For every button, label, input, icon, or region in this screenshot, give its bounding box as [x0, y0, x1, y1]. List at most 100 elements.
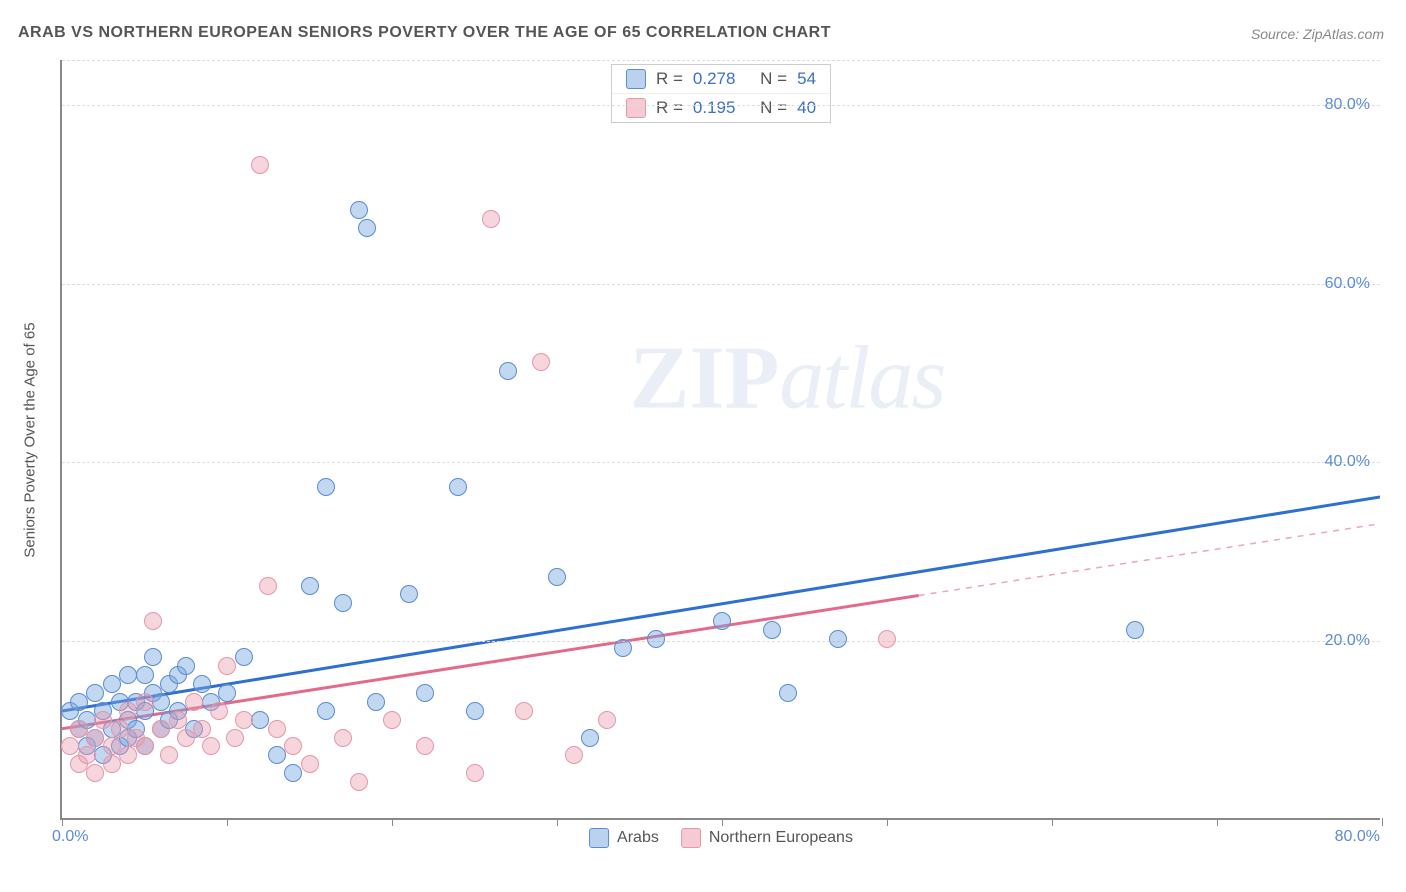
r-value-northern-europeans: 0.195 — [693, 98, 736, 118]
data-point — [548, 568, 566, 586]
correlation-legend: R = 0.278 N = 54 R = 0.195 N = 40 — [611, 64, 831, 123]
data-point — [94, 711, 112, 729]
data-point — [383, 711, 401, 729]
data-point — [565, 746, 583, 764]
data-point — [350, 773, 368, 791]
source-attribution: Source: ZipAtlas.com — [1251, 26, 1384, 42]
y-tick-label: 40.0% — [1325, 453, 1370, 471]
data-point — [86, 729, 104, 747]
data-point — [152, 720, 170, 738]
gridline — [62, 641, 1380, 642]
data-point — [301, 577, 319, 595]
watermark: ZIPatlas — [629, 327, 944, 430]
data-point — [1126, 621, 1144, 639]
data-point — [259, 577, 277, 595]
swatch-northern-europeans — [681, 828, 701, 848]
data-point — [416, 737, 434, 755]
y-tick-label: 80.0% — [1325, 96, 1370, 114]
data-point — [86, 684, 104, 702]
data-point — [177, 729, 195, 747]
chart-title: ARAB VS NORTHERN EUROPEAN SENIORS POVERT… — [18, 24, 831, 42]
data-point — [144, 648, 162, 666]
data-point — [177, 657, 195, 675]
x-tick — [392, 818, 393, 826]
data-point — [103, 737, 121, 755]
data-point — [152, 693, 170, 711]
trend-line — [62, 497, 1380, 711]
data-point — [136, 693, 154, 711]
data-point — [111, 720, 129, 738]
data-point — [251, 156, 269, 174]
data-point — [515, 702, 533, 720]
data-point — [210, 702, 228, 720]
data-point — [350, 201, 368, 219]
data-point — [119, 746, 137, 764]
data-point — [218, 657, 236, 675]
swatch-arabs — [626, 69, 646, 89]
n-value-arabs: 54 — [797, 69, 816, 89]
gridline — [62, 60, 1380, 61]
data-point — [301, 755, 319, 773]
data-point — [268, 746, 286, 764]
legend-item-arabs: Arabs — [589, 828, 659, 848]
y-tick-label: 20.0% — [1325, 632, 1370, 650]
data-point — [284, 764, 302, 782]
data-point — [416, 684, 434, 702]
data-point — [70, 720, 88, 738]
swatch-arabs — [589, 828, 609, 848]
data-point — [466, 764, 484, 782]
data-point — [317, 478, 335, 496]
data-point — [169, 711, 187, 729]
data-point — [235, 711, 253, 729]
x-tick — [887, 818, 888, 826]
x-tick — [722, 818, 723, 826]
data-point — [449, 478, 467, 496]
data-point — [103, 755, 121, 773]
data-point — [647, 630, 665, 648]
data-point — [251, 711, 269, 729]
data-point — [532, 353, 550, 371]
x-tick — [227, 818, 228, 826]
data-point — [779, 684, 797, 702]
data-point — [193, 720, 211, 738]
data-point — [499, 362, 517, 380]
data-point — [61, 737, 79, 755]
r-value-arabs: 0.278 — [693, 69, 736, 89]
trend-line-extrapolated — [919, 524, 1380, 596]
data-point — [466, 702, 484, 720]
x-tick — [1382, 818, 1383, 826]
data-point — [78, 746, 96, 764]
x-tick — [557, 818, 558, 826]
x-axis-origin-label: 0.0% — [52, 828, 88, 846]
data-point — [581, 729, 599, 747]
legend-row-arabs: R = 0.278 N = 54 — [612, 65, 830, 93]
data-point — [119, 666, 137, 684]
data-point — [160, 746, 178, 764]
legend-label-arabs: Arabs — [617, 829, 659, 847]
data-point — [317, 702, 335, 720]
data-point — [144, 612, 162, 630]
data-point — [218, 684, 236, 702]
x-tick — [1217, 818, 1218, 826]
data-point — [226, 729, 244, 747]
data-point — [482, 210, 500, 228]
data-point — [136, 737, 154, 755]
swatch-northern-europeans — [626, 98, 646, 118]
data-point — [829, 630, 847, 648]
data-point — [598, 711, 616, 729]
data-point — [358, 219, 376, 237]
data-point — [400, 585, 418, 603]
data-point — [202, 737, 220, 755]
data-point — [878, 630, 896, 648]
n-value-northern-europeans: 40 — [797, 98, 816, 118]
data-point — [268, 720, 286, 738]
gridline — [62, 284, 1380, 285]
x-tick — [62, 818, 63, 826]
legend-label-northern-europeans: Northern Europeans — [709, 829, 853, 847]
y-tick-label: 60.0% — [1325, 275, 1370, 293]
data-point — [334, 729, 352, 747]
data-point — [103, 675, 121, 693]
data-point — [763, 621, 781, 639]
x-tick — [1052, 818, 1053, 826]
data-point — [136, 666, 154, 684]
